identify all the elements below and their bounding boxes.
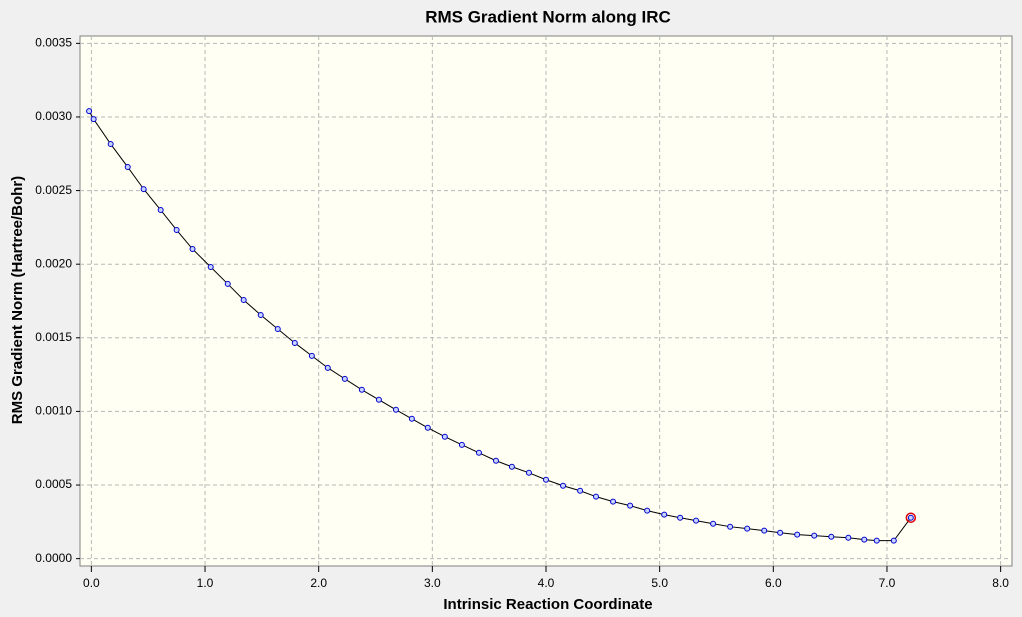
point xyxy=(107,141,114,148)
point xyxy=(560,482,567,489)
x-tick-label: 5.0 xyxy=(651,576,668,590)
point xyxy=(744,525,751,532)
point xyxy=(890,537,897,544)
y-tick-label: 0.0030 xyxy=(35,109,72,123)
y-axis-label: RMS Gradient Norm (Hartree/Bohr) xyxy=(9,176,26,424)
y-tick-label: 0.0005 xyxy=(35,477,72,491)
point xyxy=(727,523,734,530)
point xyxy=(845,534,852,541)
x-tick-label: 6.0 xyxy=(765,576,782,590)
point xyxy=(90,116,97,123)
point xyxy=(308,352,315,359)
point xyxy=(593,493,600,500)
point xyxy=(677,514,684,521)
y-tick-label: 0.0035 xyxy=(35,36,72,50)
point xyxy=(577,487,584,494)
point xyxy=(873,537,880,544)
point xyxy=(157,207,164,214)
point xyxy=(207,263,214,270)
point xyxy=(543,476,549,483)
point xyxy=(392,406,399,413)
point xyxy=(693,517,700,524)
chart-title: RMS Gradient Norm along IRC xyxy=(425,7,671,26)
y-tick-label: 0.0025 xyxy=(35,183,72,197)
point xyxy=(173,227,180,234)
point xyxy=(525,469,532,476)
point xyxy=(441,433,448,440)
point xyxy=(761,527,768,534)
point xyxy=(508,463,515,470)
point xyxy=(257,311,264,318)
point xyxy=(124,164,131,171)
point xyxy=(375,396,382,403)
point xyxy=(189,246,196,253)
point xyxy=(424,424,431,431)
x-tick-label: 8.0 xyxy=(992,576,1009,590)
point xyxy=(861,536,868,543)
point xyxy=(341,375,348,382)
point xyxy=(644,507,651,514)
point xyxy=(627,502,634,509)
point xyxy=(140,186,147,193)
point xyxy=(86,108,93,115)
y-tick-label: 0.0010 xyxy=(35,404,72,418)
point xyxy=(324,364,331,371)
point xyxy=(710,520,717,527)
x-tick-label: 1.0 xyxy=(197,576,214,590)
point xyxy=(777,529,784,536)
y-tick-label: 0.0020 xyxy=(35,256,72,270)
point xyxy=(661,511,668,518)
point xyxy=(291,339,298,346)
point xyxy=(274,325,281,332)
point xyxy=(492,457,499,464)
highlight-ring xyxy=(905,512,917,523)
point xyxy=(358,386,365,393)
x-tick-label: 0.0 xyxy=(83,576,100,590)
x-tick-label: 3.0 xyxy=(424,576,441,590)
x-axis-label: Intrinsic Reaction Coordinate xyxy=(443,596,652,613)
point xyxy=(224,280,231,287)
y-tick-label: 0.0015 xyxy=(35,330,72,344)
x-tick-label: 4.0 xyxy=(538,576,555,590)
x-tick-label: 2.0 xyxy=(310,576,327,590)
point xyxy=(458,441,465,448)
point xyxy=(828,533,835,540)
point xyxy=(907,514,914,521)
point xyxy=(794,531,801,538)
point xyxy=(408,415,415,422)
x-tick-label: 7.0 xyxy=(879,576,896,590)
point xyxy=(475,449,482,456)
point xyxy=(240,296,247,303)
point xyxy=(610,498,617,505)
y-tick-label: 0.0000 xyxy=(35,551,72,565)
point xyxy=(811,532,818,539)
